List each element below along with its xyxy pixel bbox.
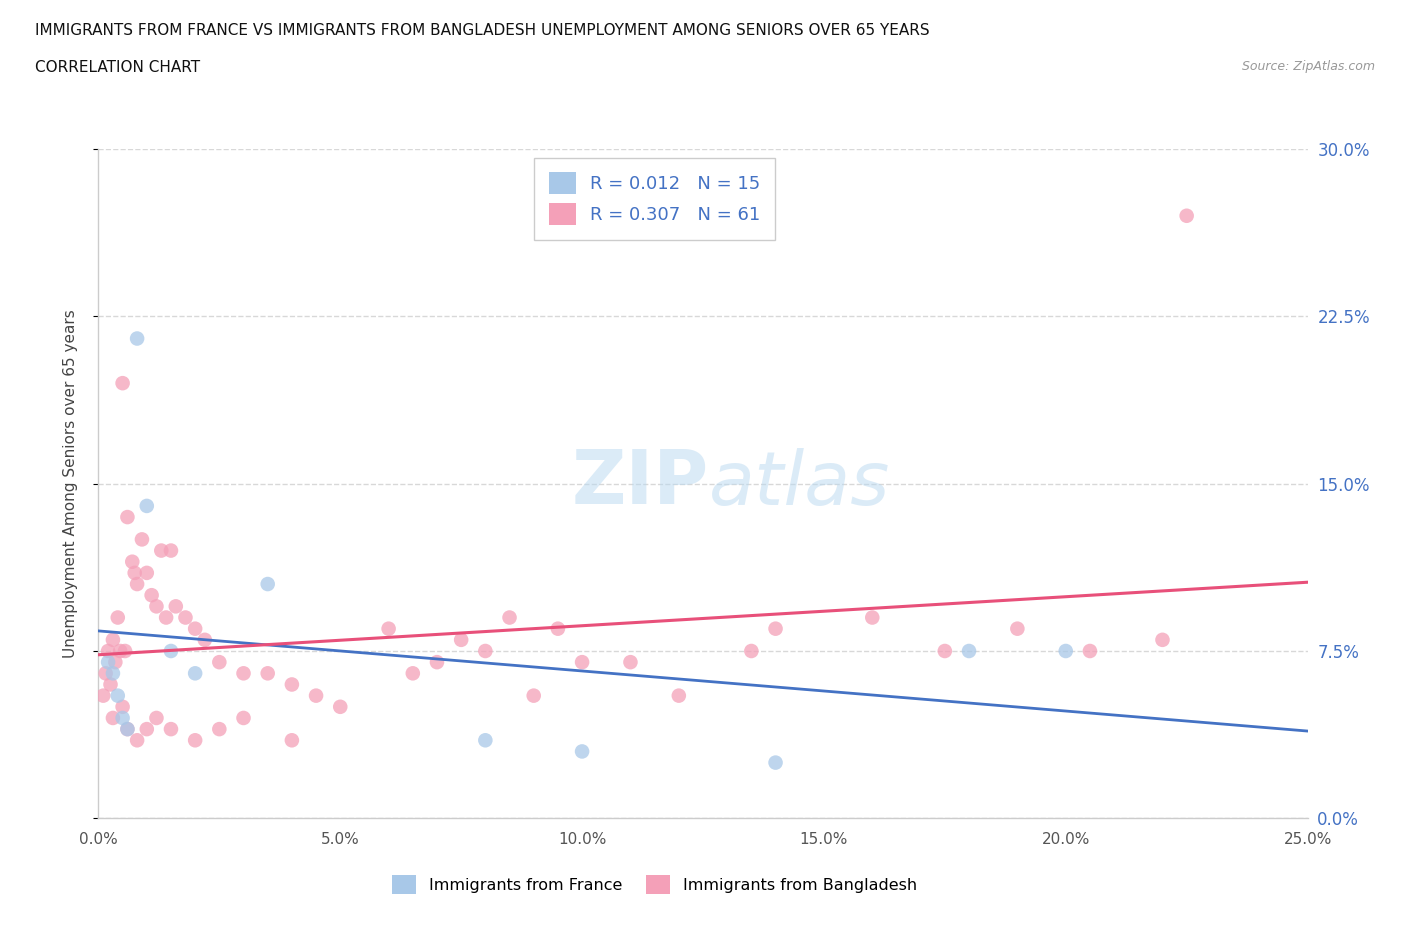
- Point: [232, 711, 254, 725]
- Point: [1078, 644, 1101, 658]
- Point: [474, 644, 496, 658]
- Point: [94, 666, 117, 681]
- Point: [957, 644, 980, 658]
- Point: [127, 733, 149, 748]
- Point: [127, 577, 149, 591]
- Point: [668, 688, 690, 703]
- Point: [256, 577, 278, 591]
- Point: [107, 688, 129, 703]
- Point: [111, 376, 134, 391]
- Point: [474, 733, 496, 748]
- Point: [571, 744, 593, 759]
- Point: [135, 498, 157, 513]
- Point: [281, 733, 304, 748]
- Text: CORRELATION CHART: CORRELATION CHART: [35, 60, 200, 75]
- Legend: Immigrants from France, Immigrants from Bangladesh: Immigrants from France, Immigrants from …: [385, 869, 924, 901]
- Y-axis label: Unemployment Among Seniors over 65 years: Unemployment Among Seniors over 65 years: [63, 310, 77, 658]
- Point: [100, 677, 122, 692]
- Point: [174, 610, 197, 625]
- Point: [765, 621, 787, 636]
- Point: [184, 666, 207, 681]
- Point: [97, 655, 120, 670]
- Text: IMMIGRANTS FROM FRANCE VS IMMIGRANTS FROM BANGLADESH UNEMPLOYMENT AMONG SENIORS : IMMIGRANTS FROM FRANCE VS IMMIGRANTS FRO…: [35, 23, 929, 38]
- Point: [104, 655, 127, 670]
- Point: [108, 644, 131, 658]
- Point: [1175, 208, 1198, 223]
- Point: [184, 733, 207, 748]
- Point: [117, 722, 139, 737]
- Point: [547, 621, 569, 636]
- Point: [117, 722, 139, 737]
- Point: [765, 755, 787, 770]
- Point: [121, 554, 143, 569]
- Point: [1054, 644, 1077, 658]
- Point: [131, 532, 153, 547]
- Point: [523, 688, 546, 703]
- Point: [101, 711, 124, 725]
- Point: [208, 655, 231, 670]
- Point: [117, 510, 139, 525]
- Point: [1007, 621, 1029, 636]
- Point: [101, 632, 124, 647]
- Point: [402, 666, 425, 681]
- Point: [194, 632, 217, 647]
- Point: [860, 610, 883, 625]
- Point: [740, 644, 762, 658]
- Point: [305, 688, 328, 703]
- Point: [426, 655, 449, 670]
- Text: atlas: atlas: [709, 447, 890, 520]
- Point: [450, 632, 472, 647]
- Point: [124, 565, 146, 580]
- Point: [155, 610, 177, 625]
- Point: [1152, 632, 1174, 647]
- Point: [571, 655, 593, 670]
- Point: [232, 666, 254, 681]
- Point: [101, 666, 124, 681]
- Point: [97, 644, 120, 658]
- Point: [208, 722, 231, 737]
- Point: [135, 722, 157, 737]
- Text: Source: ZipAtlas.com: Source: ZipAtlas.com: [1241, 60, 1375, 73]
- Point: [150, 543, 173, 558]
- Point: [329, 699, 352, 714]
- Point: [934, 644, 956, 658]
- Point: [281, 677, 304, 692]
- Point: [111, 711, 134, 725]
- Point: [145, 599, 167, 614]
- Point: [498, 610, 520, 625]
- Point: [160, 644, 183, 658]
- Point: [111, 699, 134, 714]
- Point: [114, 644, 136, 658]
- Point: [619, 655, 641, 670]
- Point: [160, 543, 183, 558]
- Point: [107, 610, 129, 625]
- Point: [184, 621, 207, 636]
- Point: [145, 711, 167, 725]
- Point: [135, 565, 157, 580]
- Point: [165, 599, 187, 614]
- Point: [377, 621, 399, 636]
- Point: [160, 722, 183, 737]
- Point: [141, 588, 163, 603]
- Point: [256, 666, 278, 681]
- Point: [91, 688, 114, 703]
- Text: ZIP: ZIP: [572, 447, 709, 520]
- Point: [127, 331, 149, 346]
